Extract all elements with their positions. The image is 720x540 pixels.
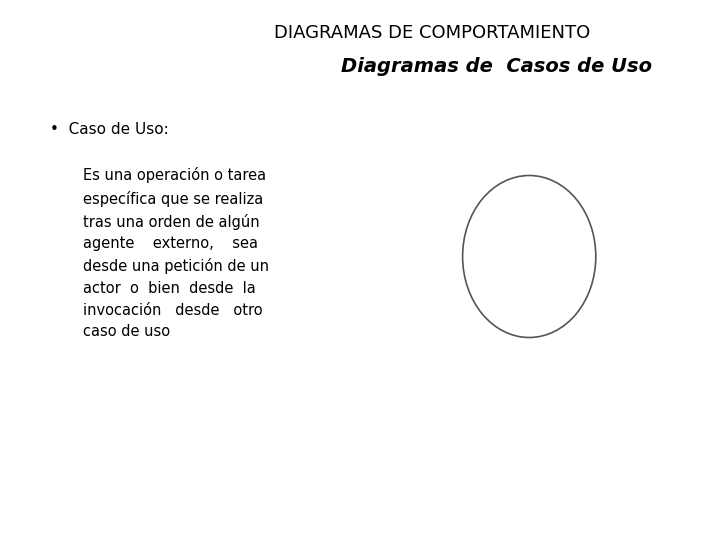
Text: Diagramas de  Casos de Uso: Diagramas de Casos de Uso <box>341 57 652 76</box>
Text: •  Caso de Uso:: • Caso de Uso: <box>50 122 169 137</box>
Text: Es una operación o tarea
específica que se realiza
tras una orden de algún
agent: Es una operación o tarea específica que … <box>83 167 269 339</box>
Text: DIAGRAMAS DE COMPORTAMIENTO: DIAGRAMAS DE COMPORTAMIENTO <box>274 24 590 42</box>
